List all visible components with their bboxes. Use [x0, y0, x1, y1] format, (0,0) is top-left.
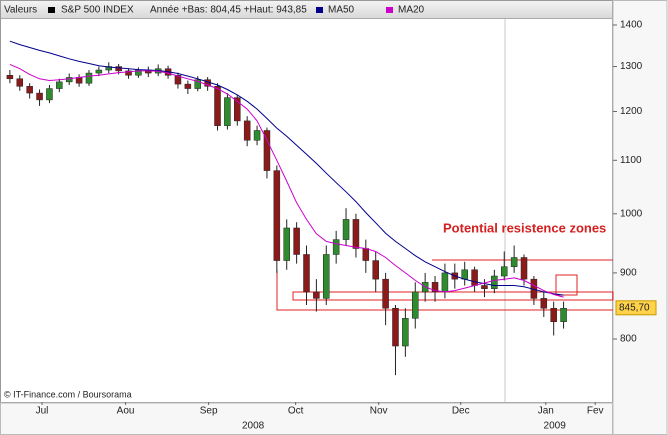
- y-tick-label: 1000: [620, 208, 643, 219]
- candle-body: [550, 308, 557, 322]
- subtitle: Année +Bas: 804,45 +Haut: 943,85: [150, 5, 307, 16]
- candles: [6, 62, 567, 376]
- candle-body: [372, 260, 379, 280]
- candle-body: [431, 282, 439, 293]
- candle-body: [481, 285, 488, 289]
- annotation: Potential resistence zones: [443, 220, 606, 235]
- candle-body: [313, 291, 320, 299]
- legend-label: MA50: [328, 5, 355, 16]
- candle-body: [184, 83, 192, 89]
- x-tick-label: Nov: [370, 406, 388, 417]
- candle-body: [352, 219, 360, 249]
- candle-body: [85, 72, 93, 84]
- candle-body: [441, 272, 449, 293]
- y-tick-label: 900: [620, 268, 637, 279]
- legend-swatch: [316, 7, 323, 13]
- candle-body: [402, 318, 409, 347]
- candle-body: [332, 239, 340, 255]
- ma-line: [9, 40, 564, 296]
- x-tick-label: Jul: [36, 406, 49, 417]
- candle-body: [382, 278, 389, 309]
- candle-body: [283, 227, 290, 261]
- candle-body: [392, 308, 399, 347]
- candle-body: [491, 275, 498, 289]
- ma-line: [9, 63, 564, 298]
- candle-body: [56, 81, 63, 89]
- candle-body: [243, 120, 251, 141]
- candle-body: [500, 266, 508, 277]
- candle-body: [214, 86, 221, 126]
- y-tick-label: 1300: [620, 61, 643, 72]
- candle-body: [125, 70, 132, 76]
- zone-box: [555, 274, 578, 296]
- source: © IT-Finance.com / Boursorama: [4, 389, 132, 399]
- candle-body: [115, 66, 122, 72]
- y-tick-label: 1400: [620, 20, 643, 31]
- x-tick-label: Aou: [117, 406, 135, 417]
- legend-label: S&P 500 INDEX: [61, 5, 134, 16]
- y-tick-label: 1200: [620, 106, 643, 117]
- candle-body: [36, 92, 43, 101]
- zone-box: [292, 291, 614, 301]
- year-label: 2008: [242, 421, 265, 432]
- candle-body: [412, 291, 419, 319]
- candle-body: [253, 130, 261, 141]
- last-price-box: [615, 300, 657, 316]
- y-tick-label: 800: [620, 334, 637, 345]
- candle-body: [303, 254, 310, 293]
- candle-body: [16, 78, 24, 87]
- candle-body: [234, 97, 241, 122]
- legend-label: MA20: [398, 5, 425, 16]
- candle-body: [520, 257, 528, 280]
- y-axis-panel: [612, 0, 668, 435]
- year-label: 2009: [544, 421, 567, 432]
- candle-body: [323, 254, 330, 299]
- candle-body: [293, 227, 300, 255]
- x-tick-label: Fev: [587, 406, 604, 417]
- candle-body: [263, 130, 271, 171]
- candle-body: [342, 219, 350, 240]
- legend-swatch: [386, 7, 393, 13]
- x-axis-panel: [0, 402, 613, 435]
- candle-body: [95, 69, 103, 74]
- candle-body: [510, 257, 518, 267]
- candle-body: [273, 170, 281, 261]
- candle-body: [26, 86, 33, 94]
- candle-body: [174, 75, 182, 85]
- x-tick-label: Oct: [288, 406, 304, 417]
- candle-body: [540, 298, 548, 309]
- last-price-label: 845,70: [619, 302, 650, 313]
- candle-body: [362, 248, 370, 261]
- candle-body: [6, 75, 14, 80]
- x-tick-label: Sep: [200, 406, 218, 417]
- candle-body: [194, 79, 201, 89]
- x-tick-label: Dec: [452, 406, 470, 417]
- candle-body: [471, 269, 478, 286]
- candle-body: [65, 77, 73, 83]
- candle-body: [560, 308, 567, 322]
- x-tick-label: Jan: [538, 406, 554, 417]
- candle-body: [46, 88, 53, 101]
- candle-body: [75, 77, 83, 84]
- candle-body: [224, 97, 231, 126]
- header-label: Valeurs: [4, 5, 37, 16]
- zone-line: [276, 270, 613, 311]
- y-tick-label: 1100: [620, 155, 642, 166]
- candle-body: [461, 269, 468, 280]
- legend-swatch: [48, 7, 55, 13]
